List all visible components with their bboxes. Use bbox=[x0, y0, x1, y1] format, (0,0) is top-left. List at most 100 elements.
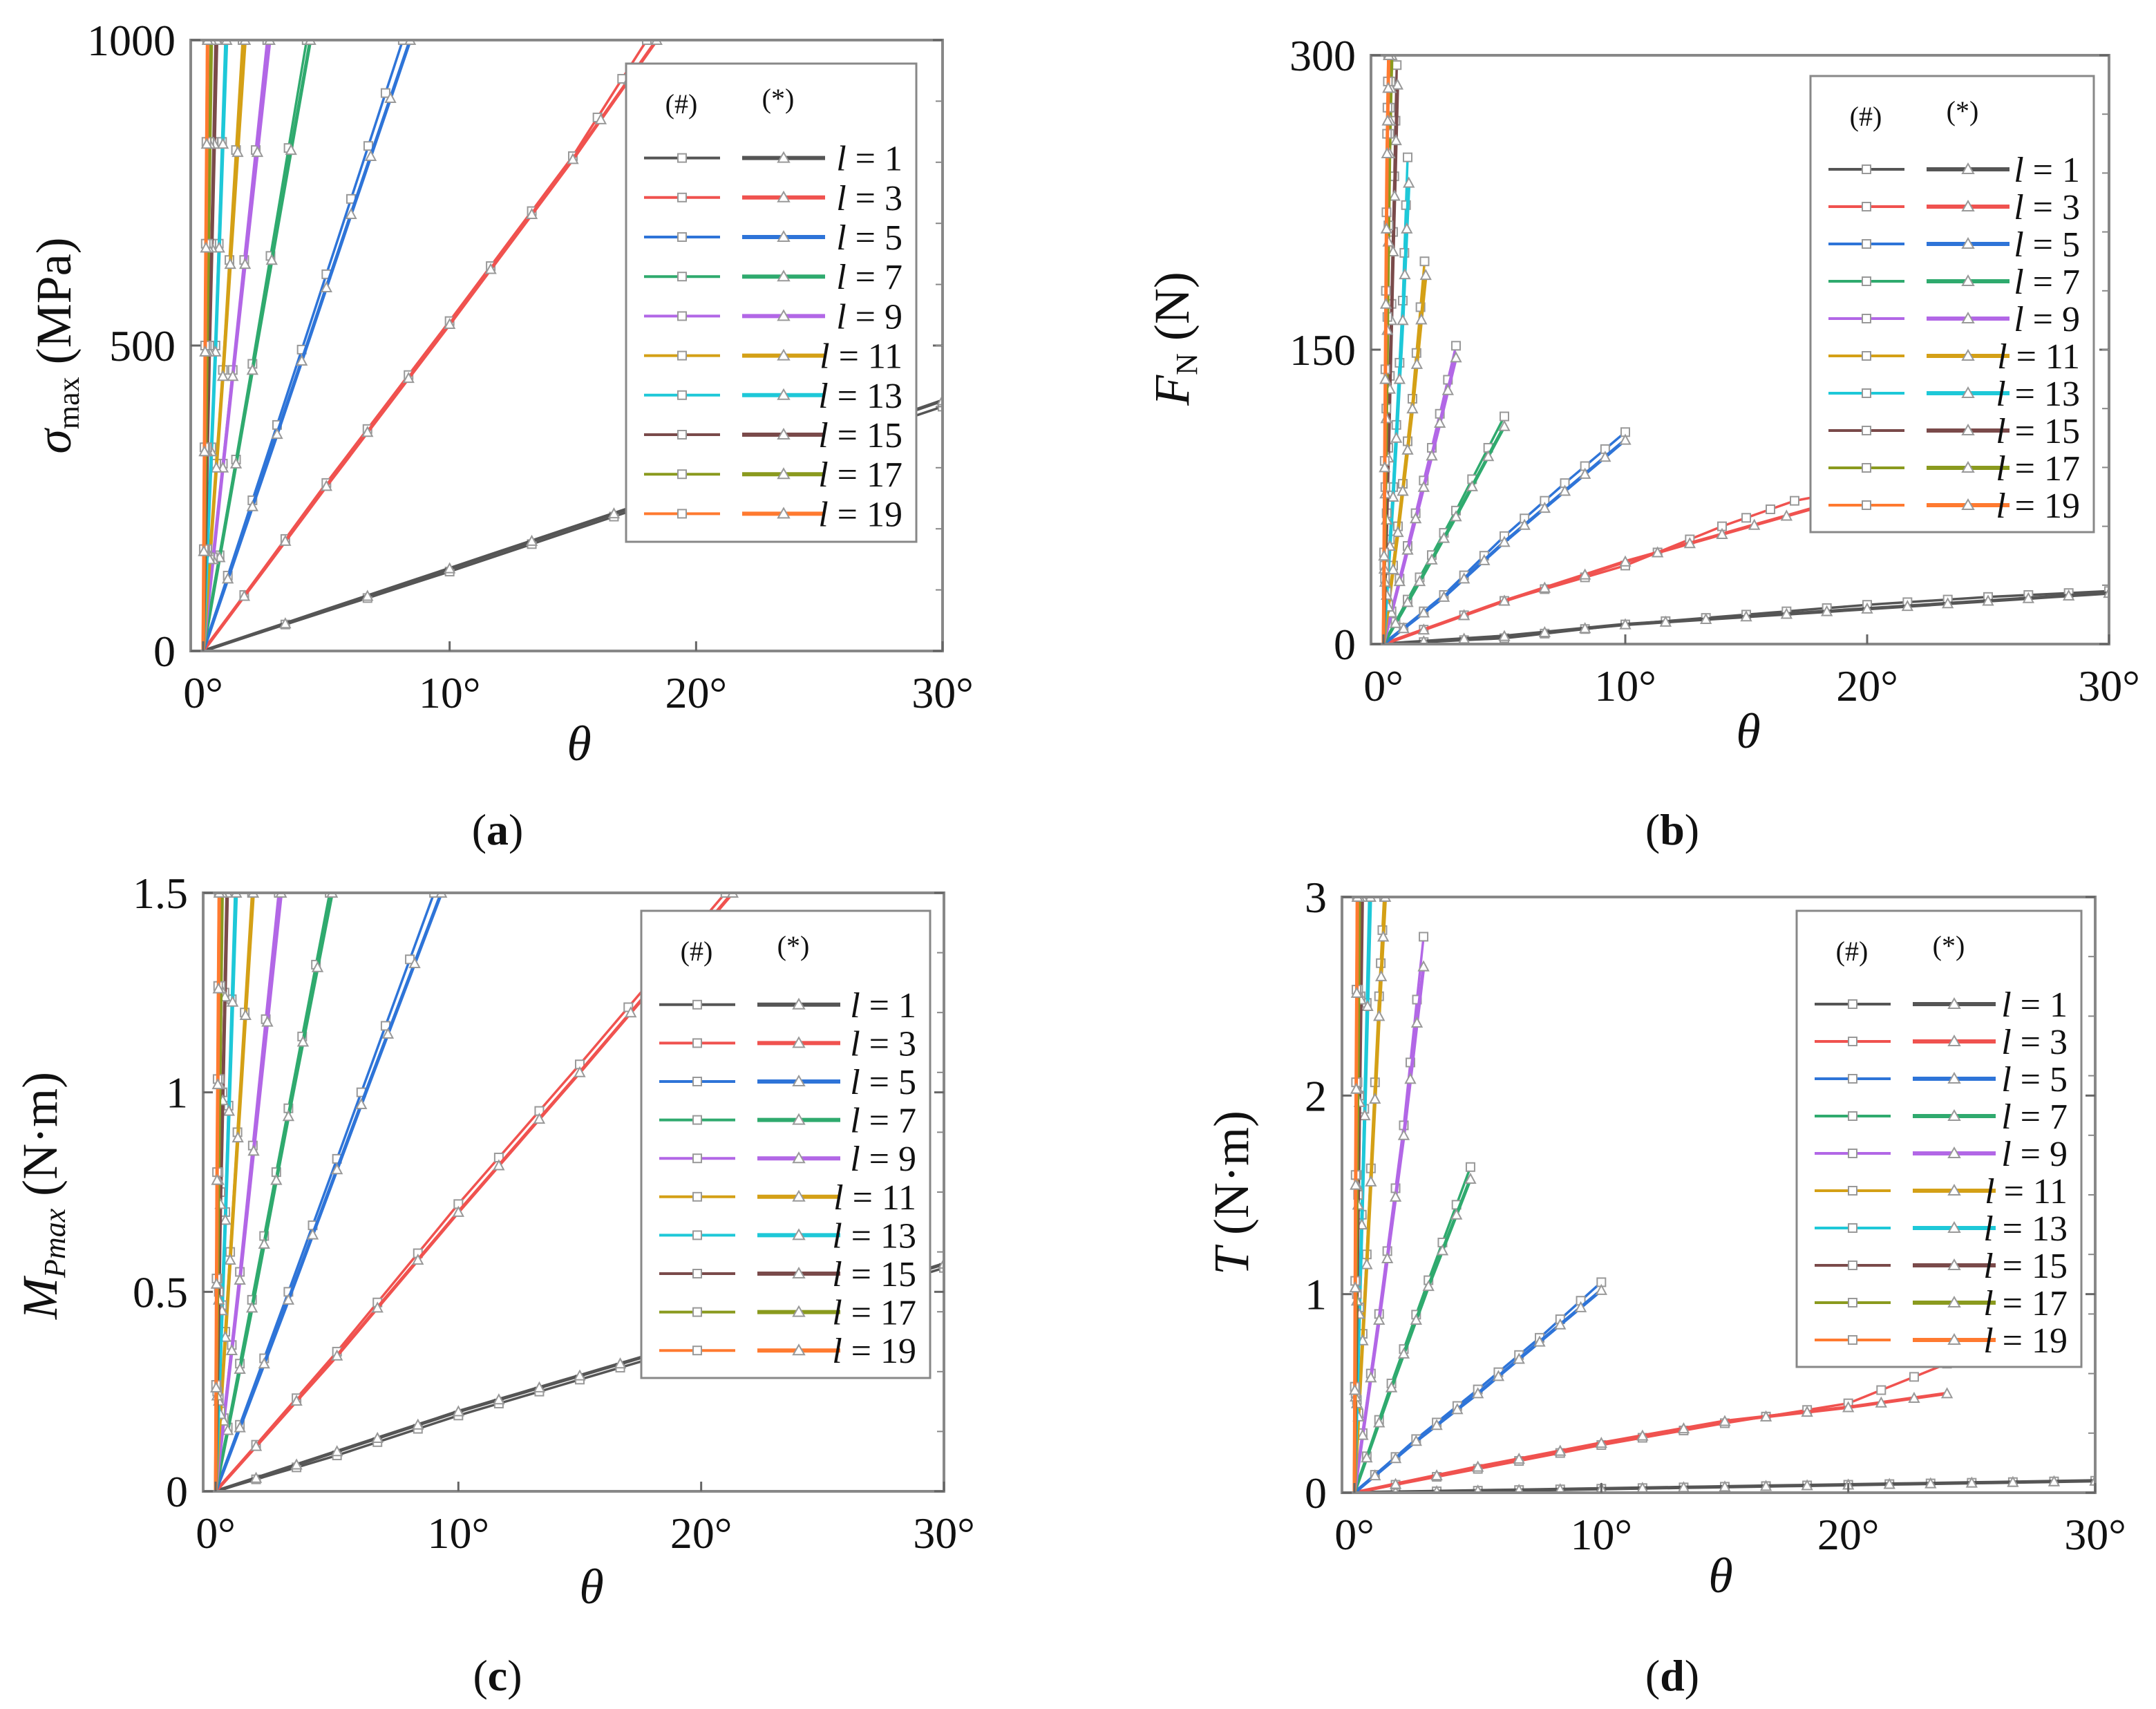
marker-triangle-l9 bbox=[1409, 512, 1422, 524]
legend-box bbox=[1795, 909, 2083, 1368]
legend-marker-square bbox=[692, 1077, 702, 1086]
marker-triangle-l11 bbox=[224, 1254, 236, 1265]
legend-marker-square bbox=[692, 1346, 702, 1356]
marker-triangle-l1 bbox=[361, 589, 374, 601]
marker-triangle-l5 bbox=[384, 91, 397, 103]
panel-d-ylabel: T (N·m) bbox=[1204, 1111, 1259, 1275]
marker-triangle-l7 bbox=[221, 1424, 234, 1435]
marker-triangle-l5 bbox=[1410, 1435, 1423, 1446]
marker-triangle-l3 bbox=[1457, 609, 1471, 621]
marker-triangle-l7 bbox=[1466, 480, 1479, 491]
y-tick-label: 0 bbox=[166, 1467, 188, 1516]
marker-triangle-l1 bbox=[412, 1418, 424, 1430]
legend-marker-square bbox=[1848, 1186, 1857, 1196]
legend-marker-triangle bbox=[777, 151, 791, 163]
legend-marker-triangle bbox=[1947, 1146, 1961, 1158]
marker-triangle-l1 bbox=[1498, 630, 1511, 641]
marker-triangle-l1 bbox=[1719, 1480, 1731, 1492]
legend-marker-square bbox=[677, 430, 687, 440]
marker-triangle-l19 bbox=[198, 545, 210, 556]
marker-triangle-l9 bbox=[251, 145, 264, 158]
marker-square-l5 bbox=[397, 40, 408, 45]
panel-b-legend: (#) (*)l = 1l = 3l = 5l = 7l = 9l = 11l =… bbox=[1809, 75, 2095, 534]
marker-triangle-l7 bbox=[234, 1362, 246, 1374]
x-tick-label: 0° bbox=[196, 1509, 236, 1558]
legend-marker-triangle bbox=[1961, 162, 1975, 174]
marker-triangle-l5 bbox=[1451, 1403, 1464, 1415]
marker-triangle-l7 bbox=[1397, 1347, 1410, 1359]
marker-triangle-l5 bbox=[1554, 1318, 1567, 1330]
marker-square-l3 bbox=[1876, 1385, 1886, 1395]
marker-triangle-l11 bbox=[224, 258, 236, 270]
legend-marker-triangle bbox=[777, 229, 791, 242]
legend-marker-triangle bbox=[1947, 1034, 1961, 1046]
legend-label: l = 9 bbox=[836, 297, 902, 337]
series-line-l7-star bbox=[214, 893, 334, 1491]
y-tick-label: 1 bbox=[166, 1068, 188, 1117]
marker-triangle-l11 bbox=[1375, 970, 1388, 981]
legend-marker-triangle bbox=[777, 388, 791, 400]
marker-triangle-l3 bbox=[1578, 568, 1591, 580]
panel-b: 0° 10° 20° 30° 0 150 300 (#) (*) l = 1l = 3l = 5… bbox=[1144, 31, 2140, 854]
marker-square-l3 bbox=[642, 40, 652, 45]
legend-marker-square bbox=[692, 999, 702, 1010]
marker-triangle-l3 bbox=[1513, 1453, 1525, 1464]
legend-marker-triangle bbox=[792, 1151, 806, 1164]
marker-triangle-l3 bbox=[1636, 1429, 1649, 1441]
marker-triangle-l19 bbox=[200, 241, 212, 253]
marker-triangle-l11 bbox=[231, 145, 244, 158]
legend-box bbox=[1809, 75, 2095, 534]
panel-c-ylabel: MPmax (N·m) bbox=[12, 1072, 72, 1320]
series-line-l5-star bbox=[214, 893, 444, 1491]
x-tick-label: 10° bbox=[1571, 1510, 1633, 1559]
series-line-l19-star bbox=[1381, 55, 1391, 644]
legend-marker-triangle bbox=[792, 1074, 806, 1086]
panel-a-legend: (#) (*)l = 1l = 3l = 5l = 7l = 9l = 11l =… bbox=[625, 62, 918, 543]
marker-square-l15 bbox=[1392, 60, 1402, 70]
marker-triangle-l7 bbox=[1401, 596, 1414, 607]
marker-triangle-l7 bbox=[1389, 616, 1402, 628]
legend-label: l = 1 bbox=[836, 140, 902, 179]
marker-triangle-l19 bbox=[1381, 114, 1394, 126]
marker-triangle-l9 bbox=[1433, 416, 1446, 428]
marker-triangle-l5 bbox=[1389, 1452, 1402, 1464]
legend-marker-square bbox=[1848, 1223, 1857, 1233]
legend-marker-square bbox=[1862, 500, 1871, 510]
legend-marker-triangle bbox=[1947, 1183, 1961, 1196]
legend-label: l = 17 bbox=[1983, 1284, 2068, 1323]
marker-triangle-l1 bbox=[1965, 1476, 1978, 1488]
marker-triangle-l1 bbox=[1759, 1480, 1772, 1491]
legend-label: l = 3 bbox=[2001, 1023, 2068, 1062]
legend-marker-square bbox=[1862, 388, 1871, 398]
marker-triangle-l9 bbox=[261, 1015, 274, 1027]
legend-label: l = 9 bbox=[2014, 300, 2080, 339]
marker-triangle-l13 bbox=[1361, 999, 1374, 1012]
marker-triangle-l7 bbox=[1422, 1280, 1435, 1292]
marker-triangle-l9 bbox=[234, 1273, 246, 1285]
legend-header-hash: (#) bbox=[665, 88, 698, 120]
marker-triangle-l11 bbox=[239, 1008, 252, 1021]
marker-triangle-l3 bbox=[574, 1066, 586, 1077]
marker-triangle-l7 bbox=[265, 254, 278, 265]
panel-b-series bbox=[1378, 55, 2109, 644]
marker-triangle-l7 bbox=[1426, 553, 1438, 565]
marker-triangle-l15 bbox=[218, 990, 231, 1002]
marker-triangle-l1 bbox=[1514, 1484, 1524, 1493]
series-line-l7-star bbox=[1352, 1178, 1473, 1493]
marker-triangle-l11 bbox=[1373, 1010, 1386, 1021]
marker-triangle-l13 bbox=[213, 241, 225, 253]
marker-triangle-l3 bbox=[1748, 518, 1761, 530]
marker-triangle-l1 bbox=[1883, 1477, 1895, 1489]
marker-triangle-l3 bbox=[567, 153, 579, 164]
panel-d-ticks: 0° 10° 20° 30° 0 1 2 3 bbox=[1305, 873, 2126, 1559]
marker-triangle-l9 bbox=[227, 370, 239, 381]
marker-triangle-l7 bbox=[282, 1110, 295, 1122]
x-tick-label: 20° bbox=[1817, 1510, 1880, 1559]
marker-square-l13 bbox=[1403, 152, 1412, 162]
marker-triangle-l3 bbox=[1554, 1444, 1567, 1456]
marker-triangle-l1 bbox=[1432, 1484, 1441, 1493]
legend-label: l = 17 bbox=[1996, 449, 2080, 489]
legend-marker-square bbox=[677, 509, 687, 519]
marker-triangle-l1 bbox=[533, 1381, 546, 1392]
marker-triangle-l5 bbox=[246, 500, 259, 511]
